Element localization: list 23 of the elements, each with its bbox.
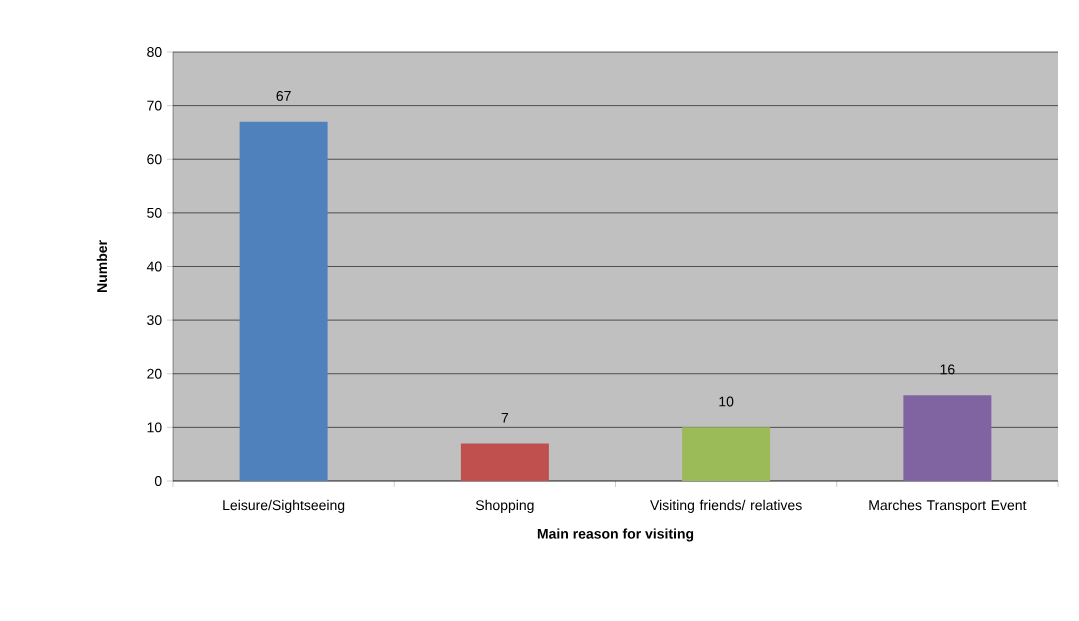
- y-tick-label: 60: [147, 154, 162, 165]
- x-tick-label: Leisure/Sightseeing: [223, 499, 345, 513]
- y-tick-label: 30: [147, 315, 162, 326]
- y-tick-label: 50: [147, 207, 162, 218]
- y-axis-title: Number: [96, 240, 108, 292]
- y-tick-label: 80: [147, 47, 162, 57]
- data-label: 67: [276, 90, 291, 101]
- bar: [682, 427, 771, 481]
- x-axis-title: Main reason for visiting: [537, 528, 694, 542]
- x-tick-label: Marches Transport Event: [869, 499, 1027, 513]
- bar: [460, 443, 549, 481]
- y-tick-label: 0: [154, 476, 162, 486]
- x-tick-label: Visiting friends/ relatives: [650, 499, 802, 513]
- bar: [903, 395, 992, 481]
- data-label: 7: [501, 412, 509, 423]
- y-tick-label: 10: [147, 422, 162, 433]
- data-label: 10: [719, 396, 734, 407]
- x-tick-label: Shopping: [475, 499, 534, 513]
- y-tick-label: 20: [147, 368, 162, 379]
- data-label: 16: [940, 364, 955, 375]
- y-tick-label: 40: [146, 261, 162, 272]
- y-tick-label: 70: [147, 100, 162, 111]
- bar: [239, 121, 328, 481]
